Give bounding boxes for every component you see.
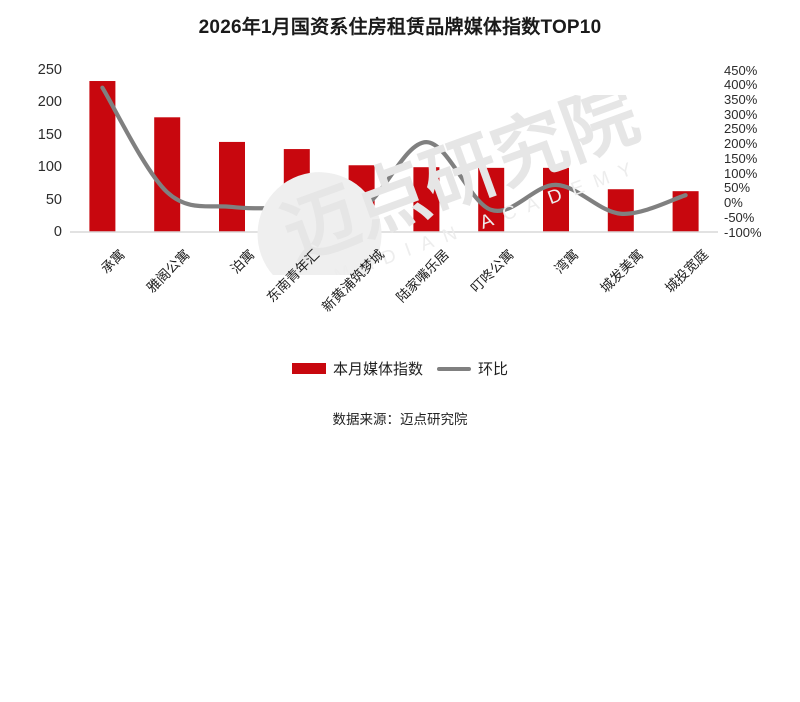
- y-axis-tick-200: 200: [37, 94, 62, 111]
- y2-axis-tick--50%: -50%: [724, 209, 755, 225]
- y2-axis-tick-350%: 350%: [724, 92, 758, 107]
- bar-陆家嘴乐居[interactable]: [413, 167, 440, 232]
- legend-item-line[interactable]: 环比: [437, 358, 508, 379]
- trend-line-huanbi: [100, 85, 688, 216]
- bar-雅阁公寓[interactable]: [154, 117, 181, 232]
- legend-swatch-bar-icon: [291, 363, 326, 374]
- y2-axis-tick-100%: 100%: [724, 165, 758, 181]
- y2-axis-tick-0%: 0%: [724, 195, 743, 210]
- plot-area: [70, 81, 718, 233]
- chart-title: 2026年1月国资系住房租赁品牌媒体指数TOP10: [198, 17, 602, 38]
- chart-container: 2026年1月国资系住房租赁品牌媒体指数TOP10 迈点研究院 MADIAN A…: [0, 0, 800, 442]
- legend-label-bar: 本月媒体指数: [332, 361, 423, 378]
- y-axis-tick-0: 0: [53, 224, 62, 240]
- y-axis-tick-100: 100: [37, 159, 62, 176]
- legend-label-line: 环比: [478, 361, 509, 378]
- y2-axis-tick-50%: 50%: [724, 180, 751, 196]
- y-axis-tick-50: 50: [45, 191, 62, 208]
- bar-叮咚公寓[interactable]: [478, 167, 505, 232]
- bar-东南青年汇[interactable]: [283, 149, 310, 232]
- chart-legend: 本月媒体指数 环比: [0, 358, 800, 379]
- source-note: 数据来源：迈点研究院: [332, 412, 468, 427]
- bar-湾寓[interactable]: [543, 167, 569, 232]
- x-axis-label-叮咚公寓: 叮咚公寓: [467, 246, 517, 296]
- y2-axis-tick--100%: -100%: [724, 224, 762, 240]
- legend-swatch-line-icon: [437, 366, 471, 371]
- y2-axis-tick-300%: 300%: [724, 106, 758, 122]
- y-axis-tick-150: 150: [37, 126, 62, 143]
- legend-item-bar[interactable]: 本月媒体指数: [291, 358, 423, 379]
- bar-泊寓[interactable]: [219, 141, 245, 232]
- y-axis-tick-250: 250: [37, 62, 62, 78]
- y2-axis-tick-450%: 450%: [724, 62, 758, 78]
- y2-axis-tick-150%: 150%: [724, 150, 758, 166]
- right-percent-axis: 450% 400% 350% 300% 250% 200% 150% 100% 50% 0% -50…: [724, 0, 800, 442]
- y2-axis-tick-250%: 250%: [724, 121, 758, 137]
- category-axis-labels: 承寓 雅阁公寓 泊寓 东南青年汇 新黄浦筑梦城 陆家嘴乐居 叮咚公寓 湾寓 城发美寓 城投宽庭: [70, 244, 718, 344]
- y2-axis-tick-400%: 400%: [724, 77, 758, 93]
- left-value-axis: 0 50 100 150 200 250: [0, 0, 62, 442]
- x-axis-label-承寓: 承寓: [98, 246, 128, 277]
- y2-axis-tick-200%: 200%: [724, 136, 758, 152]
